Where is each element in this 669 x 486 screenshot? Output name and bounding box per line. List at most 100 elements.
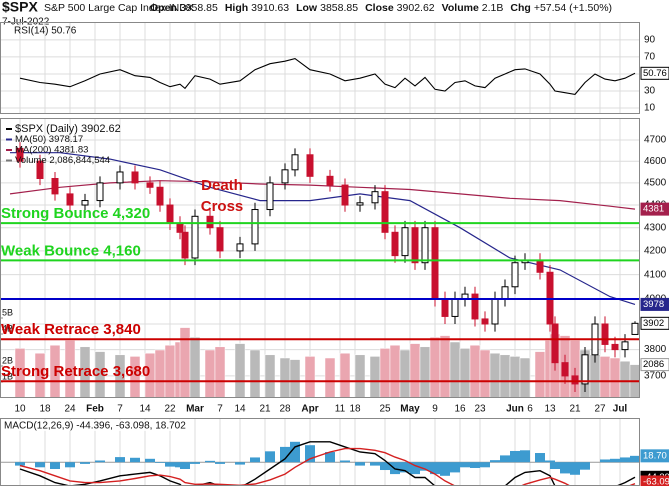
volume-bar bbox=[519, 357, 531, 399]
x-tick-label: 21 bbox=[569, 404, 581, 415]
x-tick-label: 14 bbox=[234, 404, 246, 415]
quote-value: 3858.85 bbox=[320, 2, 358, 14]
candle-body bbox=[131, 171, 139, 184]
x-tick-label: 13 bbox=[544, 404, 556, 415]
candle-body bbox=[571, 375, 579, 385]
candle-body bbox=[181, 231, 189, 259]
quote-label: Volume bbox=[442, 2, 479, 14]
volume-bar bbox=[499, 354, 511, 399]
candle-body bbox=[471, 293, 479, 320]
histogram-bar bbox=[355, 462, 365, 466]
volume-bar bbox=[234, 343, 246, 399]
histogram-bar bbox=[440, 462, 450, 476]
candle-body bbox=[341, 184, 349, 206]
candle-body bbox=[371, 191, 379, 204]
volume-bar bbox=[389, 344, 401, 399]
histogram-bar bbox=[620, 457, 630, 463]
candle-body bbox=[381, 191, 389, 233]
volume-bar bbox=[429, 336, 441, 399]
volume-bar bbox=[164, 344, 176, 399]
histogram-bar bbox=[205, 460, 215, 463]
volume-bar bbox=[189, 336, 201, 399]
candle-body bbox=[51, 178, 59, 195]
volume-tick-label: 4B bbox=[2, 323, 13, 333]
candle-body bbox=[481, 318, 489, 325]
candle-body bbox=[166, 204, 174, 224]
x-tick-label: 7 bbox=[217, 404, 223, 415]
legend-label: MA(200) 4381.83 bbox=[15, 145, 88, 156]
volume-tick-label: 2B bbox=[2, 355, 13, 365]
value-tag bbox=[640, 316, 669, 330]
quote-label: High bbox=[225, 2, 248, 14]
histogram-bar bbox=[610, 458, 620, 463]
candle-body bbox=[306, 154, 314, 177]
x-tick-label: Mar bbox=[186, 404, 204, 415]
y-tick-label: 4500 bbox=[644, 178, 667, 189]
volume-bar bbox=[489, 352, 501, 399]
candle-body bbox=[81, 200, 89, 206]
x-tick-label: 25 bbox=[379, 404, 391, 415]
annotation: Death bbox=[201, 177, 243, 194]
x-tick-label: 6 bbox=[527, 404, 533, 415]
volume-bar bbox=[354, 354, 366, 399]
histogram-bar bbox=[420, 462, 430, 471]
histogram-bar bbox=[580, 462, 590, 470]
histogram-bar bbox=[265, 451, 275, 463]
candle-body bbox=[536, 259, 544, 273]
candle-body bbox=[601, 323, 609, 345]
panel-title: MACD(12,26,9) -44.396, -63.098, 18.702 bbox=[4, 421, 186, 432]
candle-body bbox=[401, 227, 409, 257]
volume-bar bbox=[509, 356, 521, 399]
volume-bar bbox=[289, 359, 301, 399]
histogram-bar bbox=[215, 462, 225, 464]
series-line bbox=[10, 152, 636, 305]
y-tick-label: 4300 bbox=[644, 222, 667, 233]
candle-body bbox=[206, 215, 214, 229]
title-bg bbox=[2, 420, 192, 431]
histogram-bar bbox=[235, 462, 245, 465]
volume-bar bbox=[449, 341, 461, 399]
value-tag-label: -63.09 bbox=[643, 477, 669, 486]
annotation: Cross bbox=[201, 198, 244, 215]
candle-body bbox=[581, 354, 589, 385]
level-label: Strong Retrace 3,680 bbox=[1, 363, 150, 380]
x-tick-label: 21 bbox=[259, 404, 271, 415]
volume-bar bbox=[479, 349, 491, 399]
volume-bar bbox=[279, 357, 291, 399]
quote-value: +57.54 (+1.50%) bbox=[534, 2, 612, 14]
candle-body bbox=[36, 160, 44, 180]
histogram-bar bbox=[500, 455, 510, 463]
quote-label: Close bbox=[365, 2, 394, 14]
volume-tick-label: 5B bbox=[2, 307, 13, 317]
y-tick-label: 10 bbox=[644, 103, 656, 114]
y-tick-label: 4600 bbox=[644, 156, 667, 167]
y-tick-label: 4200 bbox=[644, 246, 667, 257]
volume-tick-label: 1B bbox=[2, 371, 13, 381]
quote-value: 2.1B bbox=[482, 2, 504, 14]
histogram-bar bbox=[95, 460, 105, 463]
candle-body bbox=[501, 286, 509, 300]
histogram-bar bbox=[380, 462, 390, 471]
y-tick-label: 4700 bbox=[644, 135, 667, 146]
histogram-bar bbox=[545, 460, 555, 463]
volume-bar bbox=[264, 354, 276, 399]
quote-value: 3902.62 bbox=[397, 2, 435, 14]
value-tag-label: 18.70 bbox=[643, 450, 667, 461]
value-tag-label: 3978 bbox=[643, 299, 664, 310]
value-tag-label: 3902 bbox=[643, 318, 664, 329]
y-tick-label: 3700 bbox=[644, 371, 667, 382]
x-tick-label: 16 bbox=[454, 404, 466, 415]
y-tick-label: 30 bbox=[644, 86, 656, 97]
y-tick-label: 3800 bbox=[644, 344, 667, 355]
histogram-bar bbox=[15, 462, 25, 466]
quote-value: 3910.63 bbox=[251, 2, 289, 14]
candle-body bbox=[511, 262, 519, 288]
y-tick-label: 90 bbox=[644, 35, 656, 46]
volume-bar bbox=[249, 349, 261, 399]
x-tick-label: May bbox=[400, 404, 420, 415]
histogram-bar bbox=[600, 459, 610, 463]
legend-label: $SPX (Daily) 3902.62 bbox=[15, 123, 121, 135]
volume-bar bbox=[369, 356, 381, 399]
candle-body bbox=[631, 322, 639, 335]
histogram-bar bbox=[35, 462, 45, 468]
